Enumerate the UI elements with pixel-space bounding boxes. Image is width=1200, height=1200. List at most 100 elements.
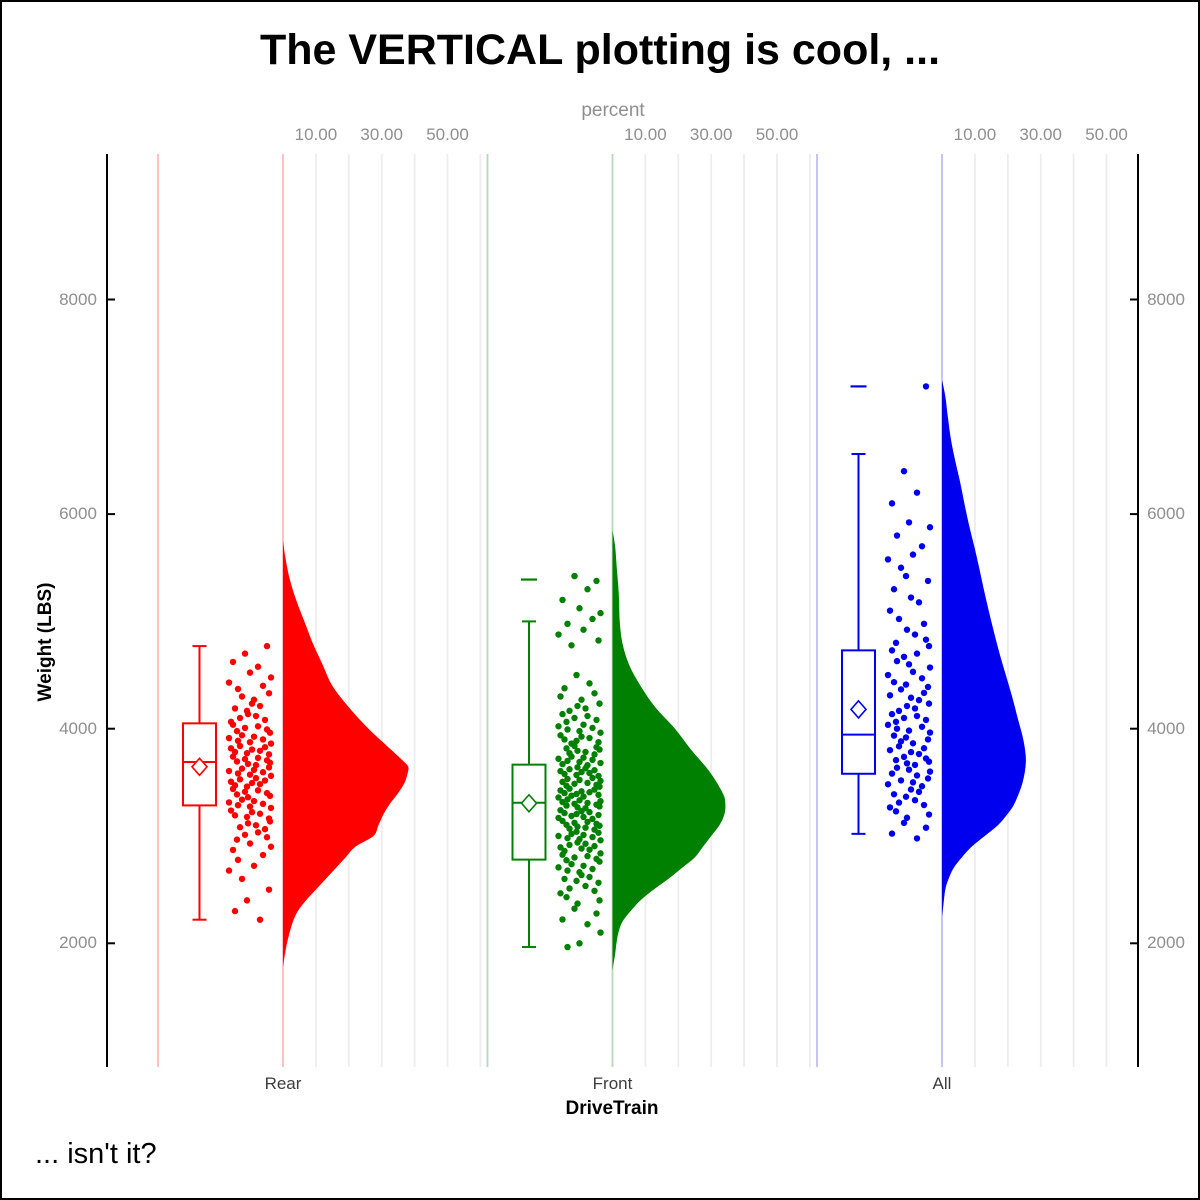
jitter-point-front — [571, 780, 578, 787]
jitter-point-rear — [229, 658, 237, 666]
jitter-point-front — [559, 778, 566, 786]
jitter-point-front — [591, 842, 598, 850]
jitter-point-all — [895, 743, 903, 750]
jitter-point-rear — [243, 783, 251, 790]
jitter-point-front — [566, 785, 573, 792]
jitter-point-all — [902, 793, 910, 800]
jitter-point-front — [574, 839, 581, 846]
jitter-point-front — [555, 631, 562, 638]
jitter-point-front — [564, 620, 571, 628]
jitter-point-rear — [263, 834, 271, 841]
jitter-point-rear — [259, 769, 267, 776]
jitter-point-rear — [263, 757, 271, 764]
jitter-point-front — [586, 789, 593, 796]
jitter-point-front — [559, 817, 566, 825]
jitter-point-front — [563, 893, 570, 901]
jitter-point-rear — [259, 851, 267, 859]
jitter-point-front — [564, 834, 571, 842]
jitter-point-front — [593, 781, 600, 788]
jitter-point-front — [578, 845, 585, 852]
jitter-point-all — [900, 753, 908, 761]
jitter-point-all — [902, 681, 910, 688]
jitter-point-all — [911, 631, 919, 638]
jitter-point-front — [568, 642, 575, 649]
jitter-point-front — [559, 710, 566, 718]
jitter-point-front — [589, 756, 596, 764]
mean-diamond-all — [849, 699, 868, 720]
jitter-point-all — [893, 725, 901, 732]
jitter-point-all — [884, 781, 892, 788]
jitter-point-front — [582, 824, 589, 831]
jitter-point-front — [584, 712, 591, 720]
jitter-point-all — [915, 750, 923, 758]
jitter-point-rear — [227, 745, 235, 752]
jitter-point-rear — [236, 742, 244, 750]
jitter-point-all — [924, 736, 932, 743]
jitter-point-front — [559, 916, 566, 923]
jitter-point-rear — [266, 818, 274, 825]
jitter-point-rear — [229, 846, 237, 854]
jitter-point-all — [920, 620, 928, 628]
jitter-point-rear — [246, 738, 254, 746]
jitter-point-all — [911, 761, 919, 769]
jitter-point-front — [597, 759, 604, 767]
jitter-point-all — [924, 683, 932, 691]
jitter-point-rear — [261, 716, 269, 724]
jitter-point-front — [555, 864, 562, 871]
density-front — [612, 530, 726, 971]
jitter-point-rear — [252, 712, 260, 720]
mean-diamond-rear — [190, 757, 209, 777]
jitter-point-front — [593, 716, 600, 724]
jitter-point-rear — [231, 705, 239, 712]
jitter-point-front — [593, 577, 600, 585]
jitter-point-front — [559, 596, 566, 604]
jitter-point-front — [566, 841, 573, 849]
jitter-point-front — [555, 794, 562, 801]
jitter-point-rear — [267, 772, 275, 780]
jitter-point-front — [564, 943, 571, 951]
jitter-point-all — [918, 783, 926, 790]
jitter-point-rear — [238, 875, 246, 883]
jitter-point-rear — [267, 740, 275, 747]
jitter-point-rear — [238, 732, 246, 739]
jitter-point-all — [907, 786, 915, 793]
jitter-point-rear — [244, 820, 252, 827]
jitter-point-all — [903, 760, 911, 767]
jitter-point-all — [925, 642, 933, 650]
jitter-point-all — [909, 668, 917, 676]
jitter-point-front — [573, 737, 580, 745]
jitter-point-rear — [241, 831, 249, 838]
jitter-point-rear — [256, 780, 264, 788]
jitter-point-rear — [267, 843, 275, 850]
jitter-point-all — [920, 801, 928, 809]
jitter-point-front — [586, 873, 593, 881]
jitter-point-front — [561, 875, 568, 883]
jitter-point-front — [568, 812, 575, 820]
jitter-point-rear — [250, 766, 258, 774]
jitter-point-front — [580, 626, 587, 633]
jitter-point-front — [578, 696, 585, 703]
density-rear — [283, 540, 409, 967]
jitter-point-front — [573, 877, 580, 885]
jitter-point-all — [913, 650, 921, 657]
jitter-point-all — [920, 689, 928, 697]
jitter-point-front — [571, 905, 578, 912]
jitter-point-front — [595, 811, 602, 819]
jitter-point-front — [597, 850, 604, 857]
jitter-point-front — [557, 693, 564, 700]
jitter-point-front — [596, 700, 603, 707]
jitter-point-all — [884, 556, 892, 563]
jitter-point-front — [576, 940, 583, 947]
jitter-point-front — [589, 774, 596, 782]
jitter-point-rear — [229, 753, 237, 760]
jitter-point-all — [888, 647, 896, 654]
jitter-point-front — [573, 828, 580, 835]
jitter-point-front — [593, 855, 600, 863]
jitter-point-all — [907, 748, 915, 756]
jitter-point-rear — [246, 669, 254, 676]
jitter-point-front — [559, 760, 566, 768]
jitter-point-front — [559, 798, 566, 806]
jitter-point-front — [597, 929, 604, 936]
jitter-point-front — [584, 852, 591, 860]
jitter-point-all — [903, 626, 911, 633]
